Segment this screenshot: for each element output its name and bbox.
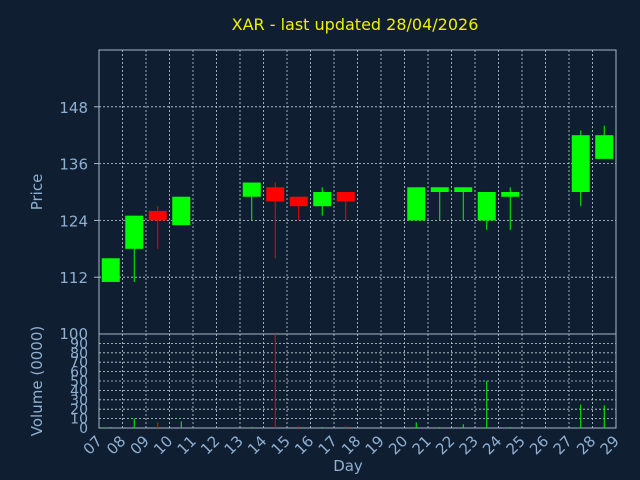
volume-y-tick-label: 100 [59,325,88,343]
candle-body [595,135,614,159]
x-axis-ticks: 0708091011121314151617181920212223242526… [80,432,623,458]
candle-body [501,192,520,197]
volume-y-tick-label: 50 [70,374,88,390]
candle-body [125,215,144,249]
candle-body [172,196,191,226]
candle-body [148,210,167,221]
volume-axis-label: Volume (0000) [28,326,46,436]
candle-body [101,258,120,282]
candle-body [336,192,355,202]
candle-body [571,135,590,192]
candles [101,125,614,282]
volume-y-tick-label: 20 [70,402,88,418]
volume-y-tick-label: 70 [70,355,88,371]
volume-y-tick-label: 0 [79,421,88,437]
candle-body [477,192,496,221]
volume-y-tick-label: 60 [70,365,88,381]
candle-body [242,182,261,197]
price-y-tick-label: 124 [59,212,88,230]
volume-bars [110,334,605,428]
x-axis-label: Day [333,457,363,475]
price-y-ticks: 112 124 136 148 [59,99,99,287]
volume-y-tick-label: 90 [70,336,88,352]
price-y-tick-label: 112 [59,269,88,287]
chart-title: XAR - last updated 28/04/2026 [232,15,479,34]
price-axis-label: Price [28,174,46,211]
candle-body [407,187,426,221]
candle-body [289,196,308,207]
volume-y-tick-label: 10 [70,412,88,428]
volume-y-tick-label: 40 [70,383,88,399]
volume-y-tick-label: 80 [70,346,88,362]
candle-body [430,187,449,192]
price-y-tick-label: 148 [59,99,88,117]
price-y-tick-label: 136 [59,156,88,174]
volume-y-tick-label: 30 [70,393,88,409]
candle-body [266,187,285,202]
candle-body [454,187,473,192]
candle-body [313,192,332,207]
price-grid [98,50,617,334]
volume-panel-frame [98,333,617,429]
